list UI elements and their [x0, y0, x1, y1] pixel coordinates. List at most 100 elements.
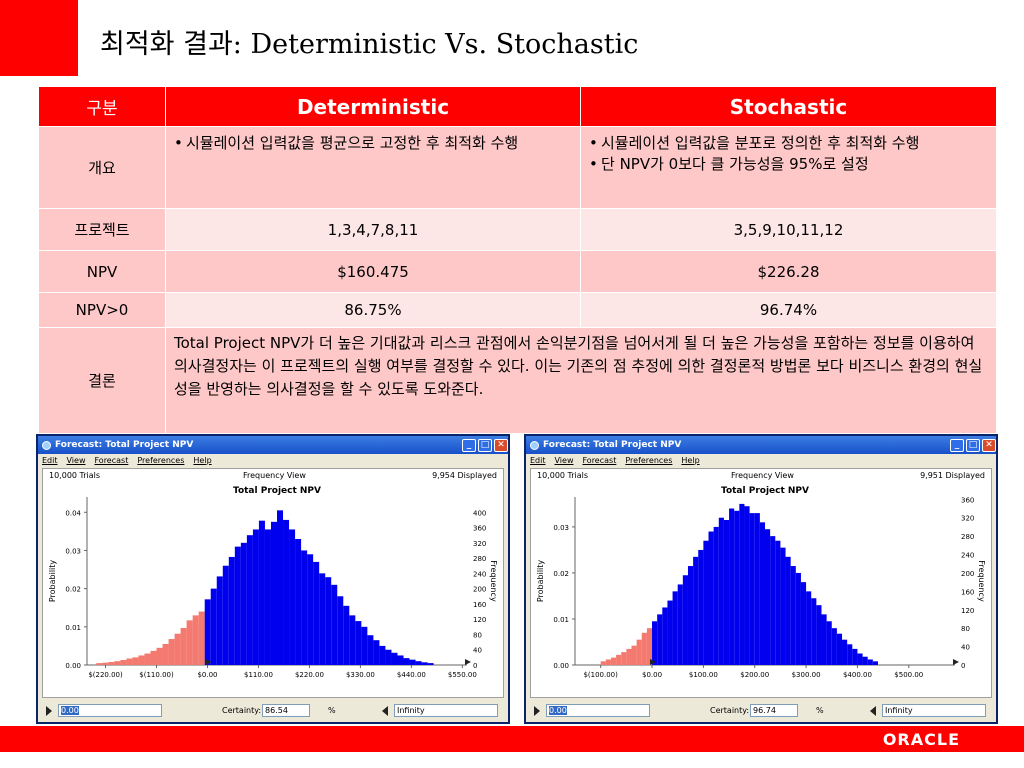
histogram-bar [192, 615, 199, 665]
menu-forecast[interactable]: Forecast [94, 456, 129, 465]
table-row-npv: NPV $160.475 $226.28 [38, 250, 997, 293]
histogram-bar [246, 535, 253, 665]
histogram-bar [852, 648, 858, 665]
chart-title: Total Project NPV [721, 486, 809, 496]
percent-label: % [328, 706, 336, 715]
maximize-icon[interactable]: □ [478, 438, 492, 452]
window-titlebar[interactable]: Forecast: Total Project NPV _ □ ✕ [38, 436, 508, 454]
upper-grabber-icon[interactable] [382, 706, 388, 716]
histogram-bar [120, 660, 127, 665]
slide-title: 최적화 결과: Deterministic Vs. Stochastic [100, 22, 638, 61]
menu-preferences[interactable]: Preferences [625, 456, 673, 465]
y2-tick-label: 80 [473, 631, 482, 639]
x-tick-label: $400.00 [843, 671, 872, 679]
histogram-bar [610, 657, 617, 665]
menu-preferences[interactable]: Preferences [137, 456, 185, 465]
npv-stochastic: $226.28 [580, 250, 997, 293]
x-tick-label: $220.00 [295, 671, 324, 679]
histogram-bar [687, 566, 694, 665]
lower-grabber-icon[interactable] [534, 706, 540, 716]
certainty-input[interactable]: 96.74 [750, 704, 798, 717]
menu-bar: Edit View Forecast Preferences Help [526, 454, 996, 467]
histogram-bar [718, 517, 724, 665]
x-tick-label: $(220.00) [88, 671, 123, 679]
histogram-bar [301, 550, 308, 665]
x-tick-label: $110.00 [244, 671, 273, 679]
minimize-icon[interactable]: _ [950, 438, 964, 452]
upper-bound-input[interactable]: Infinity [394, 704, 498, 717]
forecast-window-deterministic[interactable]: Forecast: Total Project NPV _ □ ✕ Edit V… [36, 434, 510, 724]
upper-marker [465, 659, 471, 665]
x-tick-label: $100.00 [689, 671, 718, 679]
histogram-bar [641, 632, 647, 665]
conclusion-text: Total Project NPV가 더 높은 기대값과 리스크 관점에서 손익… [165, 327, 997, 434]
menu-help[interactable]: Help [193, 456, 212, 465]
histogram-bar [385, 649, 392, 665]
close-icon[interactable]: ✕ [494, 438, 508, 452]
y-tick-label: 0.04 [65, 509, 81, 517]
histogram-bar [621, 652, 627, 665]
x-tick-label: $440.00 [397, 671, 426, 679]
menu-help[interactable]: Help [681, 456, 700, 465]
window-titlebar[interactable]: Forecast: Total Project NPV _ □ ✕ [526, 436, 996, 454]
menu-edit[interactable]: Edit [530, 456, 546, 465]
histogram-bar [355, 621, 362, 665]
y2-tick-label: 400 [473, 509, 486, 517]
y2-tick-label: 320 [473, 540, 486, 548]
histogram-bar [325, 577, 332, 665]
histogram-bar [862, 656, 868, 665]
histogram-bar [723, 520, 730, 665]
corner-red-block [0, 0, 78, 76]
slide-title-separator: : [232, 29, 242, 60]
npv-positive-stochastic: 96.74% [580, 292, 997, 328]
histogram-bar [186, 620, 193, 665]
oracle-logo: ORACLE [882, 730, 960, 749]
histogram-bar [626, 648, 632, 665]
lower-grabber-icon[interactable] [46, 706, 52, 716]
histogram-bar [180, 627, 187, 665]
histogram-bar [831, 628, 837, 665]
y-tick-label: 0.02 [553, 570, 569, 578]
upper-bound-input[interactable]: Infinity [882, 704, 986, 717]
histogram-bar [821, 614, 827, 665]
histogram-bar [739, 503, 745, 665]
upper-grabber-icon[interactable] [870, 706, 876, 716]
histogram-bar [222, 565, 229, 665]
x-tick-label: $0.00 [642, 671, 662, 679]
y-tick-label: 0.03 [65, 547, 81, 555]
lower-bound-input[interactable]: 0.00 [546, 704, 650, 717]
maximize-icon[interactable]: □ [966, 438, 980, 452]
histogram-bar [600, 661, 606, 665]
y-tick-label: 0.00 [65, 662, 81, 670]
trials-label: 10,000 Trials [49, 471, 101, 480]
histogram-bar [174, 633, 181, 665]
view-label[interactable]: Frequency View [731, 471, 794, 480]
histogram-bar [759, 522, 765, 665]
histogram-bar [677, 584, 683, 665]
y2-tick-label: 200 [473, 586, 486, 594]
y2-tick-label: 280 [961, 533, 974, 541]
lower-bound-input[interactable]: 0.00 [58, 704, 162, 717]
minimize-icon[interactable]: _ [462, 438, 476, 452]
menu-view[interactable]: View [66, 456, 86, 465]
histogram-bar [775, 540, 781, 665]
histogram-bar [708, 531, 714, 665]
histogram-bar [270, 521, 277, 665]
overview-deterministic: 시뮬레이션 입력값을 평균으로 고정한 후 최적화 수행 [165, 126, 581, 209]
histogram-bar [114, 661, 121, 665]
histogram-bar [216, 576, 223, 665]
menu-forecast[interactable]: Forecast [582, 456, 617, 465]
slide-title-english: Deterministic Vs. Stochastic [250, 29, 639, 60]
menu-edit[interactable]: Edit [42, 456, 58, 465]
menu-view[interactable]: View [554, 456, 574, 465]
histogram-bar [421, 662, 428, 665]
certainty-input[interactable]: 86.54 [262, 704, 310, 717]
histogram-bar [96, 663, 103, 665]
view-label[interactable]: Frequency View [243, 471, 306, 480]
histogram-bar [734, 510, 740, 665]
chart-panel: 10,000 Trials Frequency View 9,951 Displ… [530, 468, 992, 698]
histogram-bar [319, 573, 326, 665]
table-row-overview: 개요 시뮬레이션 입력값을 평균으로 고정한 후 최적화 수행 시뮬레이션 입력… [38, 126, 997, 209]
forecast-window-stochastic[interactable]: Forecast: Total Project NPV _ □ ✕ Edit V… [524, 434, 998, 724]
close-icon[interactable]: ✕ [982, 438, 996, 452]
